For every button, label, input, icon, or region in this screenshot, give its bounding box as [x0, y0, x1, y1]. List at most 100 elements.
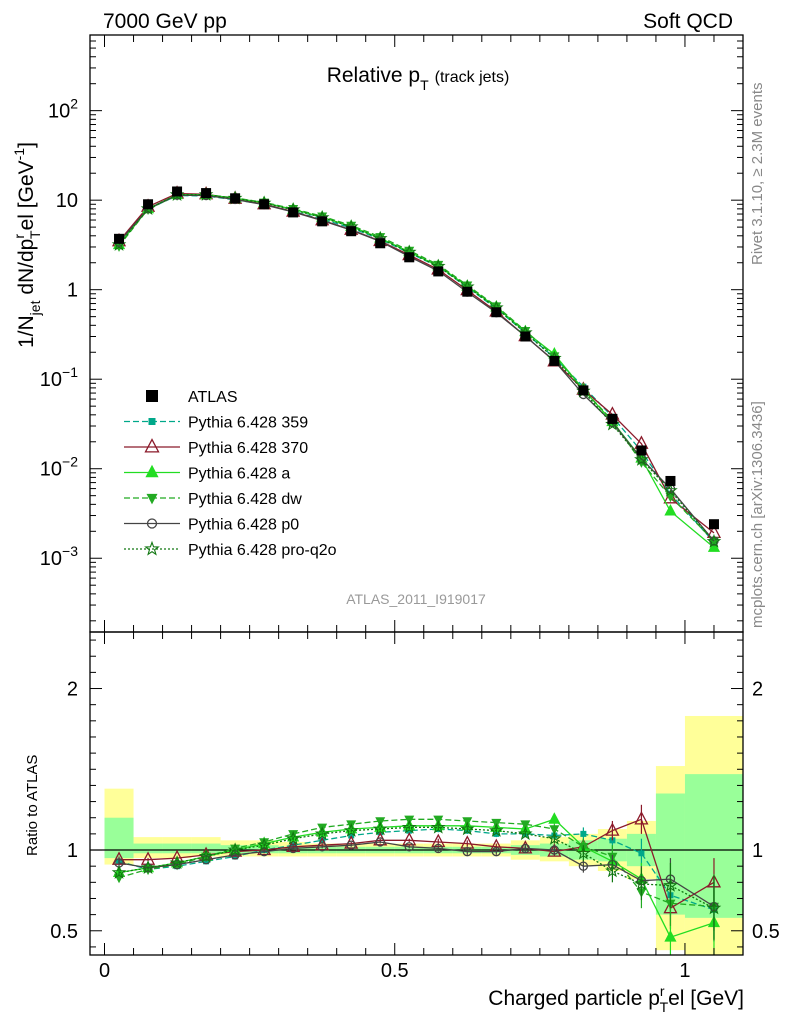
series-5-ratio-point-13: [489, 822, 504, 837]
data-point-12: [462, 286, 473, 297]
series-4-ratio-point-8: [346, 840, 356, 850]
series-4-ratio-point-11: [433, 843, 443, 854]
y-tick-label-0: 10−3: [40, 543, 78, 570]
y-tick-mantissa-2: 10: [40, 369, 62, 391]
series-4-ratio-point-14: [520, 843, 531, 854]
x-axis-label: Charged particle pr Tel [GeV]: [488, 983, 744, 1015]
chart-title-main: Relative p: [327, 64, 420, 87]
series-5-main-point-19: [663, 482, 678, 497]
series-4-ratio-point-7: [317, 842, 327, 852]
series-3-ratio-point-0: [114, 873, 125, 884]
series-5-ratio-point-3: [198, 848, 214, 863]
ratio-tick-label-right-0: 0.5: [752, 921, 780, 943]
data-band-inner-2: [162, 843, 192, 854]
series-3-main-point-10: [404, 246, 415, 257]
series-line-ratio-3: [118, 818, 715, 908]
y-tick-exponent-0: −3: [62, 543, 78, 559]
series-1-ratio-point-17: [605, 822, 620, 836]
rivet-label: Rivet 3.1.10, ≥ 2.3M events: [749, 83, 766, 266]
y-tick-label-3: 1: [67, 280, 78, 302]
ylabel-part-5: el [GeV: [15, 160, 38, 230]
series-4-ratio-point-9: [375, 837, 385, 847]
data-band-inner-1: [133, 843, 163, 854]
ratio-tick-label-left-1: 1: [67, 840, 78, 862]
series-5-ratio-point-17: [605, 863, 620, 878]
ratio-frame: [89, 631, 744, 956]
y-tick-exponent-2: −1: [62, 364, 78, 380]
series-0-ratio-point-10: [406, 827, 413, 834]
ylabel-part-6: -1: [11, 148, 27, 161]
xlabel-part-3: el [GeV]: [668, 987, 744, 1010]
series-line-ratio-0: [118, 828, 715, 911]
chart-title: Relative pT (track jets): [327, 64, 510, 93]
ratio-panel: [90, 715, 743, 955]
series-5-ratio-point-10: [401, 819, 417, 834]
y-tick-label-2: 10−1: [40, 364, 78, 391]
y-tick-mantissa-0: 10: [40, 548, 62, 570]
legend-label-0: Pythia 6.428 359: [188, 415, 308, 432]
ylabel-part-1: jet: [27, 300, 43, 316]
data-point-15: [549, 355, 560, 366]
series-5-ratio-point-5: [256, 837, 272, 852]
analysis-watermark: ATLAS_2011_I919017: [346, 591, 486, 607]
ratio-tick-label-left-0: 0.5: [50, 921, 78, 943]
series-5-ratio-point-19: [663, 877, 678, 892]
ylabel-part-3: r: [11, 234, 27, 239]
series-4-ratio-point-10: [404, 842, 414, 852]
series-3-ratio-point-15: [549, 825, 560, 835]
data-point-18: [636, 445, 647, 456]
y-tick-exponent-5: 2: [70, 96, 78, 112]
series-3-main-point-13: [491, 302, 502, 312]
series-line-main-3: [118, 194, 715, 542]
series-5-ratio-point-4: [227, 842, 243, 857]
legend-marker-4: [146, 518, 158, 529]
x-tick-label-2: 1: [679, 960, 690, 982]
legend-label-data: ATLAS: [188, 389, 238, 406]
series-5-ratio-point-14: [518, 826, 533, 841]
series-1-ratio-point-18: [634, 811, 649, 825]
ylabel-part-0: 1/N: [15, 315, 38, 348]
series-5-ratio-point-7: [314, 826, 330, 841]
series-4-ratio-point-15: [549, 845, 560, 855]
ratio-tick-label-left-2: 2: [67, 679, 78, 701]
y-tick-mantissa-3: 1: [67, 280, 78, 302]
xlabel-part-2: T: [660, 999, 669, 1015]
data-point-2: [172, 186, 183, 197]
ylabel-part-7: ]: [15, 142, 38, 148]
data-point-1: [143, 199, 154, 210]
series-2-ratio-point-15: [548, 812, 561, 824]
series-line-main-4: [118, 194, 715, 542]
series-4-ratio-point-16: [578, 861, 589, 871]
series-5-ratio-point-12: [459, 821, 475, 836]
legend-marker-3: [146, 493, 158, 505]
data-point-7: [317, 216, 328, 227]
series-2-main-point-19: [664, 504, 677, 516]
series-5-ratio-point-20: [706, 900, 722, 915]
data-point-17: [607, 413, 618, 424]
series-2-ratio-point-19: [664, 930, 677, 942]
series-4-ratio-point-6: [288, 843, 298, 854]
series-4-ratio-point-2: [172, 859, 182, 870]
legend-label-1: Pythia 6.428 370: [188, 440, 308, 457]
legend-label-2: Pythia 6.428 a: [188, 466, 290, 483]
y-tick-mantissa-4: 10: [56, 190, 78, 212]
data-point-8: [346, 226, 357, 237]
y-tick-label-4: 10: [56, 190, 78, 212]
data-point-13: [491, 307, 502, 318]
x-tick-label-1: 0.5: [381, 960, 409, 982]
xlabel-part-0: Charged particle p: [488, 987, 660, 1010]
data-point-4: [230, 193, 241, 204]
series-5-ratio-point-2: [169, 855, 185, 870]
data-point-16: [578, 385, 589, 396]
legend-label-4: Pythia 6.428 p0: [188, 517, 299, 534]
xlabel-part-1: r: [660, 983, 665, 999]
mcplots-label: mcplots.cern.ch [arXiv:1306.3436]: [749, 401, 766, 628]
main-ylabel: 1/Njet dN/dprTel [GeV-1]: [11, 142, 43, 348]
legend-label-3: Pythia 6.428 dw: [188, 491, 302, 508]
series-1-main-point-19: [663, 490, 678, 504]
series-5-ratio-point-15: [547, 831, 562, 845]
series-0-ratio-point-16: [580, 830, 587, 837]
y-tick-exponent-1: −2: [62, 454, 78, 470]
y-tick-mantissa-5: 10: [48, 101, 70, 123]
y-tick-mantissa-1: 10: [40, 459, 62, 481]
